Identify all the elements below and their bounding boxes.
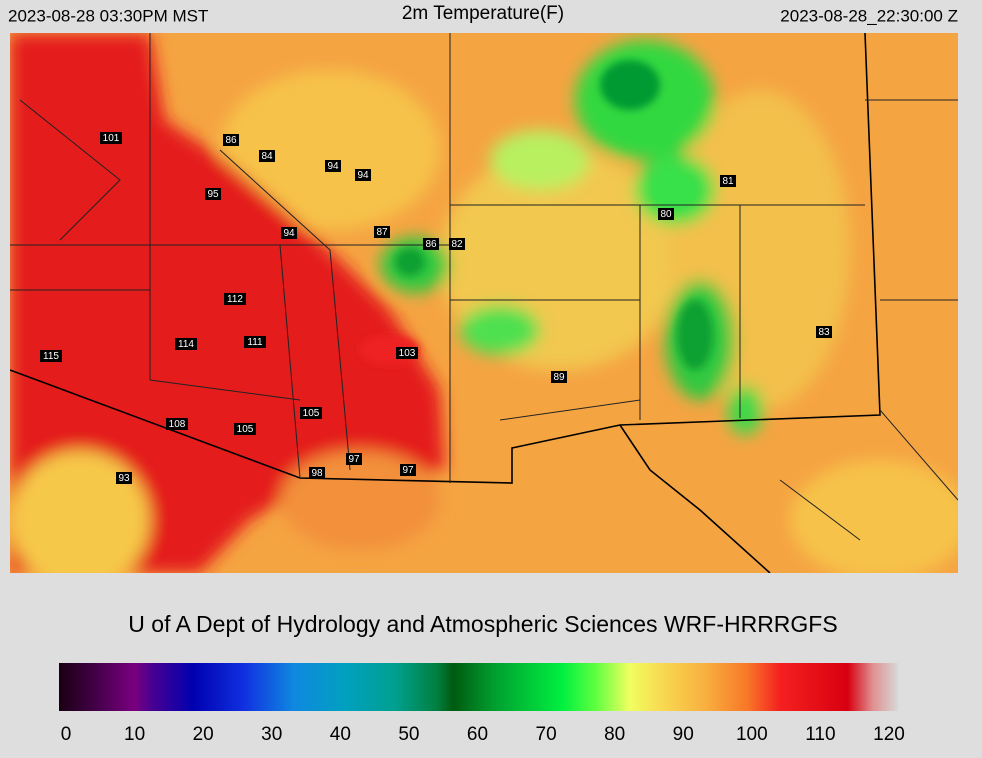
colorbar-tick-label: 90 [673,724,694,745]
station-value: 105 [237,424,254,435]
station-value: 87 [376,227,388,238]
colorbar-tick-label: 70 [536,724,557,745]
station-box [400,464,416,476]
colorbar-tick-label: 60 [467,724,488,745]
station-value: 94 [283,228,295,239]
station-box [374,226,390,238]
station-box [816,326,832,338]
map-title: 2m Temperature(F) [402,3,564,24]
station-box [658,208,674,220]
station-box [116,472,132,484]
station-value: 108 [169,419,186,430]
station-box [100,132,122,144]
station-labels: 101 86 84 94 94 95 94 87 86 82 81 80 112 114 111 103 115… [40,132,832,484]
colorbar-tick-label: 100 [736,724,768,745]
colorbar-ticks: 0 10 20 30 40 50 60 70 80 90 100 110 120 [61,724,905,745]
station-value: 111 [247,337,263,348]
station-box [720,175,736,187]
station-value: 86 [425,239,437,250]
station-box [449,238,465,250]
station-value: 82 [451,239,463,250]
colorbar-tick-label: 80 [604,724,625,745]
colorbar-tick-label: 120 [873,724,905,745]
station-value: 98 [311,468,323,479]
station-box [396,347,418,359]
station-box [423,238,439,250]
utc-time: 2023-08-28_22:30:00 Z [780,6,958,25]
colorbar-tick-label: 0 [61,724,72,745]
station-value: 94 [357,170,369,181]
colorbar-tick-label: 20 [193,724,214,745]
station-box [40,350,62,362]
station-box [355,169,371,181]
station-value: 95 [207,189,219,200]
station-box [551,371,567,383]
station-box [234,423,256,435]
local-time: 2023-08-28 03:30PM MST [8,6,208,25]
station-box [205,188,221,200]
map [10,33,958,573]
station-value: 103 [399,348,416,359]
station-box [166,418,188,430]
station-value: 86 [225,135,237,146]
station-box [309,467,325,479]
colorbar [59,663,898,711]
credit: U of A Dept of Hydrology and Atmospheric… [128,611,837,637]
station-value: 112 [227,294,243,305]
colorbar-tick-label: 110 [805,724,835,745]
station-value: 97 [402,465,414,476]
station-box [346,453,362,465]
station-box [224,293,246,305]
station-value: 105 [303,408,320,419]
station-value: 115 [43,351,59,362]
station-value: 114 [178,339,194,350]
station-value: 101 [103,133,120,144]
station-box [244,336,266,348]
colorbar-tick-label: 30 [261,724,282,745]
station-value: 83 [818,327,830,338]
station-value: 81 [722,176,734,187]
station-box [325,160,341,172]
station-value: 89 [553,372,565,383]
station-value: 80 [660,209,672,220]
station-box [175,338,197,350]
station-value: 94 [327,161,339,172]
colorbar-tick-label: 50 [398,724,419,745]
station-value: 97 [348,454,360,465]
station-box [300,407,322,419]
colorbar-tick-label: 40 [330,724,351,745]
colorbar-tick-label: 10 [124,724,145,745]
station-box [223,134,239,146]
station-value: 93 [118,473,130,484]
station-box [281,227,297,239]
station-box [259,150,275,162]
station-value: 84 [261,151,273,162]
